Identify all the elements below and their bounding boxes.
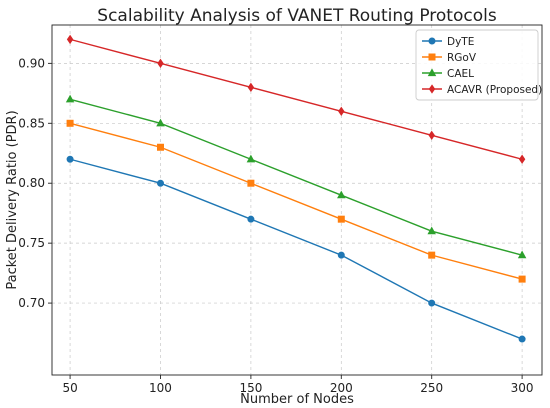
x-tick-label: 50	[62, 381, 77, 395]
data-point	[247, 82, 255, 93]
series-line	[69, 38, 523, 160]
legend-marker	[428, 84, 436, 94]
data-point	[156, 143, 164, 151]
plot-area	[51, 24, 543, 376]
y-axis-label: Packet Delivery Ratio (PDR)	[5, 110, 20, 289]
x-tick-label: 100	[149, 381, 172, 395]
series-dyte	[66, 155, 526, 343]
x-tick-label: 200	[330, 381, 353, 395]
legend-item: DyTE	[422, 36, 474, 48]
series-rgov	[66, 119, 526, 283]
y-axis-ticks: 0.70 0.75 0.80 0.85 0.90	[18, 56, 52, 310]
data-point	[246, 154, 256, 163]
data-point	[517, 250, 527, 259]
series-line	[69, 98, 523, 256]
data-point	[338, 106, 345, 116]
data-point	[247, 179, 255, 187]
y-tick-label: 0.85	[18, 116, 45, 130]
data-point	[65, 94, 75, 103]
legend: DyTE RGoV CAEL ACAVR (Proposed)	[415, 29, 542, 101]
legend-label: RGoV	[447, 52, 477, 64]
data-point	[66, 119, 74, 127]
x-axis-ticks: 50 100 150 200 250 300	[62, 375, 534, 395]
chart-title: Scalability Analysis of VANET Routing Pr…	[97, 6, 497, 26]
data-point	[518, 154, 526, 164]
data-point	[337, 190, 346, 199]
legend-marker	[427, 68, 437, 77]
y-tick-label: 0.80	[18, 176, 45, 190]
x-tick-label: 150	[239, 381, 262, 395]
data-point	[337, 251, 345, 259]
data-point	[518, 335, 526, 343]
x-axis-label: Number of Nodes	[240, 392, 354, 407]
legend-item: CAEL	[422, 68, 474, 80]
legend-marker	[428, 37, 436, 45]
legend-box	[415, 29, 539, 101]
series-cael	[65, 94, 527, 259]
data-point	[427, 226, 436, 235]
data-point	[156, 118, 165, 127]
data-point	[66, 155, 74, 163]
y-tick-label: 0.75	[18, 236, 45, 250]
series-layer	[65, 34, 527, 343]
y-tick-label: 0.90	[18, 56, 45, 70]
data-point	[428, 299, 436, 307]
series-acavr-proposed	[66, 34, 526, 164]
legend-label: DyTE	[447, 36, 474, 48]
x-tick-label: 300	[511, 381, 534, 395]
legend-item: ACAVR (Proposed)	[422, 84, 542, 96]
x-tick-label: 250	[420, 381, 443, 395]
legend-item: RGoV	[422, 52, 477, 64]
series-line	[69, 158, 523, 340]
data-point	[337, 215, 345, 223]
data-point	[518, 275, 526, 283]
legend-marker	[428, 53, 436, 61]
data-point	[428, 251, 436, 259]
data-point	[428, 130, 435, 140]
legend-label: ACAVR (Proposed)	[447, 84, 542, 96]
legend-label: CAEL	[447, 68, 474, 80]
data-point	[247, 215, 255, 223]
data-point	[66, 34, 74, 45]
y-tick-label: 0.70	[18, 296, 45, 310]
data-point	[156, 179, 164, 187]
series-line	[69, 122, 523, 280]
data-point	[157, 58, 164, 69]
